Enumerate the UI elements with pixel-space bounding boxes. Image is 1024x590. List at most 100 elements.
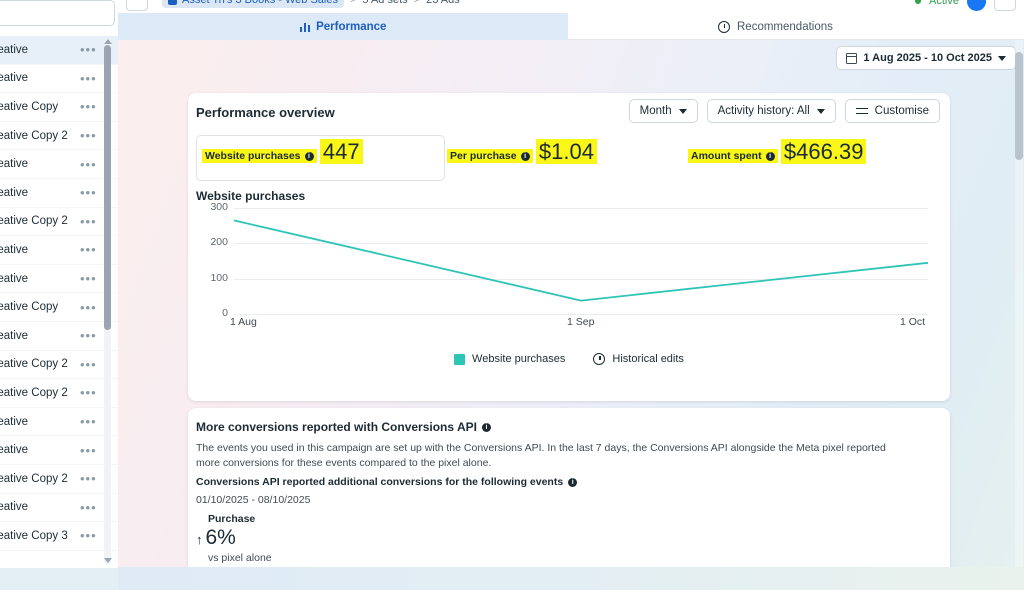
list-item[interactable]: Ad Creative ••• (0, 36, 118, 65)
list-item[interactable]: Ad Creative Copy 2 ••• (0, 379, 118, 408)
list-item[interactable]: Ad Creative ••• (0, 322, 118, 351)
list-item[interactable]: Ad Creative ••• (0, 65, 118, 94)
list-item[interactable]: Ad Creative ••• (0, 179, 118, 208)
list-item-label: Ad Creative (0, 43, 29, 56)
granularity-label: Month (639, 105, 672, 117)
sidebar-item-list: Ad Creative•••Ad Creative•••Ad Creative … (0, 36, 118, 551)
metric-label-text: Per purchase (450, 150, 517, 162)
conversions-api-subtitle-text: Conversions API reported additional conv… (196, 476, 564, 488)
overflow-menu-icon[interactable]: ••• (80, 156, 97, 172)
conversions-api-event: Purchase ↑ 6% vs pixel alone (196, 513, 272, 564)
breadcrumb-bar: Asset Tri's 3 Books - Web Sales > 5 Ad s… (118, 0, 1024, 13)
metric-website-purchases: Website purchases i 447 (202, 137, 363, 165)
chart-plot-area (234, 219, 928, 302)
y-axis-tick-label: 300 (210, 201, 228, 213)
info-icon[interactable]: i (765, 151, 775, 161)
list-item[interactable]: Ad Creative Copy ••• (0, 93, 118, 122)
list-item[interactable]: Ad Creative ••• (0, 236, 118, 265)
list-item[interactable]: Ad Creative Copy 2 ••• (0, 122, 118, 151)
page-scrollbar-track[interactable] (1015, 40, 1023, 590)
metric-label-text: Website purchases (205, 150, 301, 162)
list-item-label: Ad Creative Copy 2 (0, 472, 68, 485)
sidebar-bottom-bar (0, 568, 118, 590)
list-item[interactable]: Ad Creative ••• (0, 265, 118, 294)
list-item[interactable]: Ad Creative Copy 2 ••• (0, 465, 118, 494)
overflow-menu-icon[interactable]: ••• (80, 242, 97, 258)
overflow-menu-icon[interactable]: ••• (80, 42, 97, 58)
overflow-menu-icon[interactable]: ••• (80, 385, 97, 401)
overflow-menu-icon[interactable]: ••• (80, 471, 97, 487)
breadcrumb-separator-2: > (413, 0, 421, 6)
list-item[interactable]: Ad Creative ••• (0, 494, 118, 523)
left-list-panel: Ad Creative•••Ad Creative•••Ad Creative … (0, 0, 118, 590)
overflow-menu-icon[interactable]: ••• (80, 185, 97, 201)
legend-label: Historical edits (612, 353, 684, 365)
sliders-icon (855, 106, 868, 116)
line-chart: 0 100 200 300 1 Aug 1 Sep 1 Oct (188, 201, 950, 338)
list-item[interactable]: Ad Creative Copy 2 ••• (0, 351, 118, 380)
list-item[interactable]: Ad Creative ••• (0, 150, 118, 179)
conversions-api-description: The events you used in this campaign are… (196, 442, 886, 469)
status-dot-icon (915, 0, 922, 4)
info-icon[interactable]: i (520, 151, 530, 161)
activity-history-dropdown[interactable]: Activity history: All (706, 99, 836, 123)
info-icon[interactable]: i (481, 422, 491, 432)
overflow-menu-icon[interactable]: ••• (80, 328, 97, 344)
event-percent: 6% (205, 526, 236, 549)
overflow-menu-icon[interactable]: ••• (80, 99, 97, 115)
tab-performance-label: Performance (316, 20, 387, 33)
tab-performance[interactable]: Performance (118, 13, 568, 40)
scroll-down-arrow-icon[interactable] (104, 558, 112, 563)
gridline (234, 208, 928, 209)
list-item[interactable]: Ad Creative Copy 2 ••• (0, 208, 118, 237)
overflow-menu-icon[interactable]: ••• (80, 128, 97, 144)
list-item[interactable]: Ad Creative Copy ••• (0, 293, 118, 322)
page-scrollbar-thumb[interactable] (1015, 52, 1023, 160)
legend-item-historical-edits[interactable]: Historical edits (593, 353, 684, 365)
calendar-icon (846, 52, 858, 64)
event-name: Purchase (208, 513, 256, 525)
granularity-dropdown[interactable]: Month (628, 99, 698, 123)
list-item-label: Ad Creative (0, 329, 29, 342)
scroll-up-arrow-icon[interactable] (104, 39, 112, 44)
sidebar-search-input[interactable] (0, 0, 115, 26)
overflow-menu-icon[interactable]: ••• (80, 442, 97, 458)
metric-value: $466.39 (780, 139, 867, 165)
date-range-picker[interactable]: 1 Aug 2025 - 10 Oct 2025 (836, 46, 1016, 70)
breadcrumb-adsets[interactable]: 5 Ad sets (362, 0, 408, 6)
customise-button[interactable]: Customise (844, 99, 940, 123)
list-item[interactable]: Ad Creative Copy 3 ••• (0, 522, 118, 551)
date-range-label: 1 Aug 2025 - 10 Oct 2025 (863, 52, 992, 64)
breadcrumb-ads[interactable]: 23 Ads (426, 0, 460, 6)
metric-label: Amount spent i (688, 149, 778, 163)
overflow-menu-icon[interactable]: ••• (80, 271, 97, 287)
bottom-strip (118, 567, 1024, 590)
breadcrumb: Asset Tri's 3 Books - Web Sales > 5 Ad s… (126, 0, 460, 8)
overflow-menu-icon[interactable]: ••• (80, 70, 97, 86)
overflow-menu-icon[interactable]: ••• (80, 528, 97, 544)
collapse-panel-button[interactable] (126, 0, 148, 11)
header-menu-button[interactable] (994, 0, 1016, 11)
list-item-label: Ad Creative (0, 186, 29, 199)
list-item-label: Ad Creative (0, 444, 29, 457)
overflow-menu-icon[interactable]: ••• (80, 414, 97, 430)
sidebar-scrollbar-thumb[interactable] (104, 45, 111, 330)
event-comparison: vs pixel alone (208, 552, 272, 564)
tab-recommendations[interactable]: Recommendations (718, 13, 948, 40)
list-item-label: Ad Creative Copy 2 (0, 386, 68, 399)
breadcrumb-account-label: Asset Tri's 3 Books - Web Sales (182, 0, 338, 6)
avatar[interactable] (967, 0, 986, 11)
legend-item-website-purchases[interactable]: Website purchases (454, 353, 565, 365)
info-icon[interactable]: i (304, 151, 314, 161)
overflow-menu-icon[interactable]: ••• (80, 213, 97, 229)
overflow-menu-icon[interactable]: ••• (80, 499, 97, 515)
breadcrumb-account-chip[interactable]: Asset Tri's 3 Books - Web Sales (162, 0, 344, 8)
list-item[interactable]: Ad Creative ••• (0, 408, 118, 437)
overflow-menu-icon[interactable]: ••• (80, 356, 97, 372)
info-icon[interactable]: i (568, 477, 578, 487)
activity-history-label: Activity history: All (717, 105, 810, 117)
header-right-controls: Active (915, 0, 1016, 11)
list-item-label: Ad Creative (0, 243, 29, 256)
overflow-menu-icon[interactable]: ••• (80, 299, 97, 315)
list-item[interactable]: Ad Creative ••• (0, 436, 118, 465)
